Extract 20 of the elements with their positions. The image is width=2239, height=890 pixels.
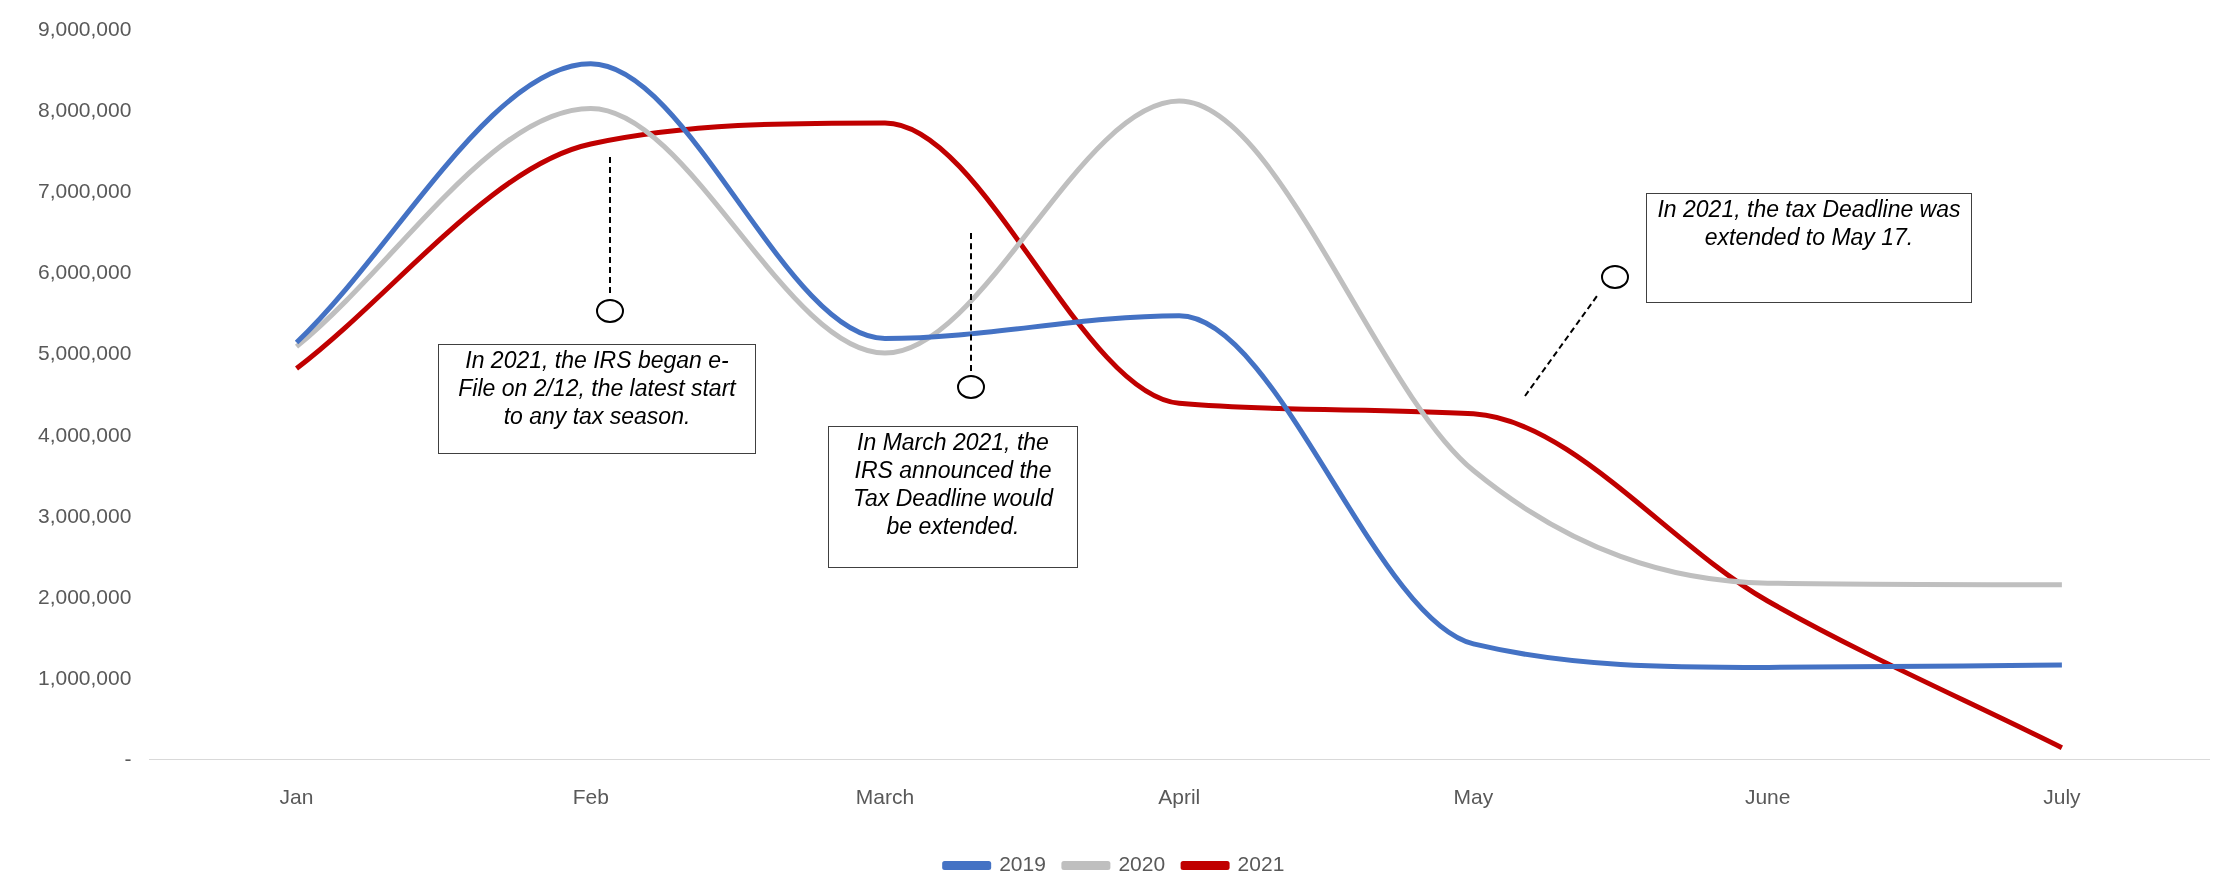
y-tick-label: 8,000,000 (37, 98, 132, 122)
legend-label: 2019 (999, 852, 1046, 876)
y-tick-label: 4,000,000 (37, 422, 132, 446)
legend-label: 2021 (1237, 852, 1285, 876)
y-tick-label: 6,000,000 (37, 260, 132, 284)
x-tick-label: April (1158, 785, 1201, 809)
y-tick-label: 7,000,000 (37, 179, 132, 203)
y-tick-label: 3,000,000 (37, 503, 132, 527)
x-tick-label: March (855, 785, 915, 809)
y-tick-label: 5,000,000 (37, 341, 132, 365)
legend-label: 2020 (1118, 852, 1166, 876)
y-tick-label: 2,000,000 (37, 584, 132, 608)
y-tick-label: 9,000,000 (37, 17, 132, 41)
x-tick-label: July (2043, 785, 2082, 809)
x-tick-label: Feb (572, 785, 609, 809)
y-tick-label: - (124, 746, 132, 770)
x-tick-label: May (1453, 785, 1494, 809)
x-tick-label: Jan (279, 785, 314, 809)
x-tick-label: June (1744, 785, 1791, 809)
y-tick-label: 1,000,000 (37, 665, 132, 689)
